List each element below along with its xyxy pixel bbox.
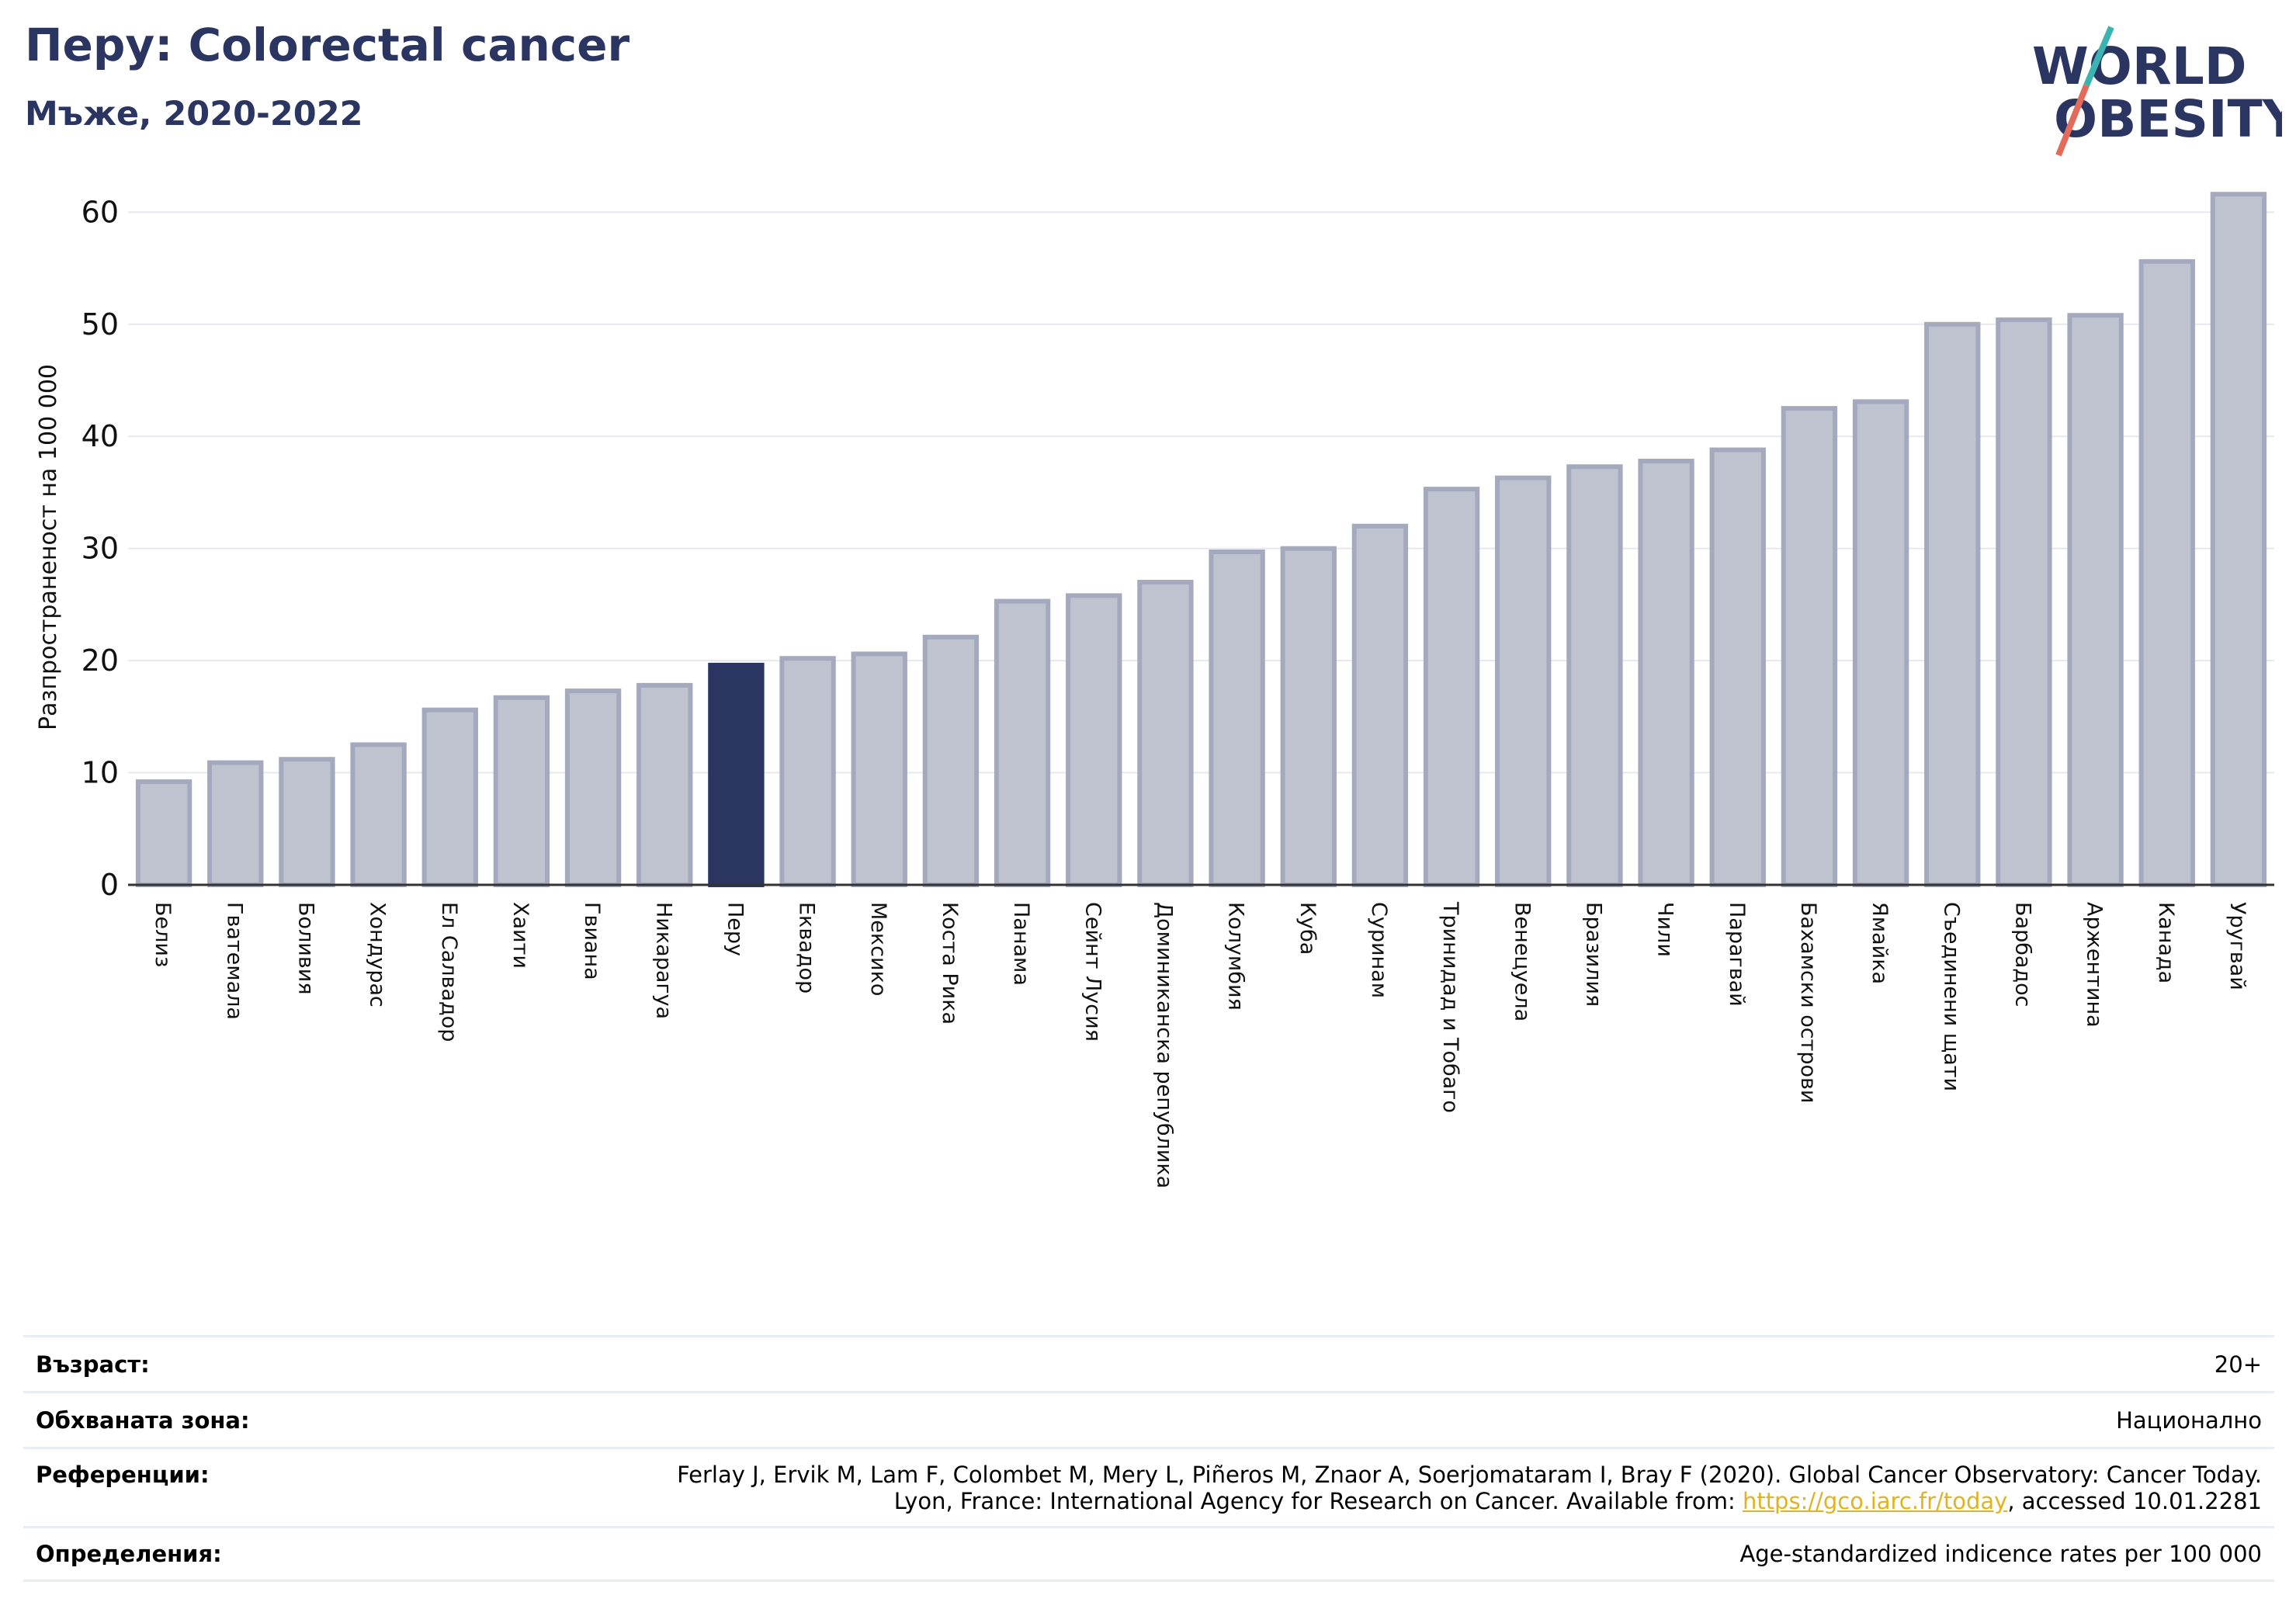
x-tick-label: Ел Салвадор xyxy=(437,902,461,1042)
footer-row-definitions: Определения: Age-standardized indicence … xyxy=(23,1526,2274,1582)
x-tick-label: Бразилия xyxy=(1581,902,1605,1007)
bar xyxy=(1781,406,1838,887)
footer-row-age: Възраст: 20+ xyxy=(23,1335,2274,1391)
chart-title: Перу: Colorectal cancer xyxy=(25,19,630,71)
bar xyxy=(207,760,264,887)
x-tick-label: Еквадор xyxy=(795,902,819,994)
y-tick-label: 10 xyxy=(82,756,119,790)
bar xyxy=(1495,475,1552,887)
x-tick-label: Колумбия xyxy=(1224,902,1248,1011)
bar xyxy=(994,598,1051,887)
logo-line2: OBESITY xyxy=(2054,89,2282,149)
x-tick-label: Аржентина xyxy=(2083,902,2107,1028)
x-tick-label: Бахамски острови xyxy=(1796,902,1820,1103)
logo-slash-top xyxy=(2083,26,2114,87)
bar xyxy=(1638,459,1694,887)
x-tick-label: Хондурас xyxy=(366,902,390,1007)
x-tick-label: Куба xyxy=(1295,902,1320,955)
x-tick-label: Суринам xyxy=(1367,902,1391,998)
x-tick-label: Коста Рика xyxy=(938,902,962,1025)
bar xyxy=(2138,258,2195,887)
x-tick-label: Гвиана xyxy=(580,902,604,980)
bar xyxy=(493,695,550,887)
footer-label-definitions: Определения: xyxy=(36,1541,222,1567)
x-tick-label: Венецуела xyxy=(1510,902,1534,1021)
footer-label-references: Референции: xyxy=(36,1462,210,1488)
footer-label-age: Възраст: xyxy=(36,1351,150,1378)
x-tick-label: Белиз xyxy=(151,902,175,967)
bar xyxy=(421,707,478,888)
footer-table: Възраст: 20+ Обхваната зона: Национално … xyxy=(23,1335,2274,1582)
reference-line1: Ferlay J, Ervik M, Lam F, Colombet M, Me… xyxy=(677,1462,2262,1488)
bar xyxy=(2210,192,2267,887)
bar xyxy=(1137,580,1194,887)
reference-line2-prefix: Lyon, France: International Agency for R… xyxy=(893,1488,1743,1514)
bar xyxy=(1996,317,2052,887)
logo-line1: WORLD xyxy=(2032,36,2247,96)
y-tick-label: 40 xyxy=(82,419,119,453)
x-tick-label: Гватемала xyxy=(222,902,246,1020)
bar-chart: 0 10 20 30 40 50 60 Белиз Гватемала Боливия Хонду… xyxy=(35,192,2274,1188)
y-axis-label: Разпространеност на 100 000 xyxy=(35,364,62,730)
bar xyxy=(922,634,980,887)
footer-label-coverage: Обхваната зона: xyxy=(36,1406,250,1434)
x-tick-label: Никарагуа xyxy=(651,902,675,1019)
footer-value-definitions: Age-standardized indicence rates per 100… xyxy=(1739,1541,2262,1567)
x-tick-label: Панама xyxy=(1009,902,1033,986)
bar xyxy=(1351,523,1409,887)
x-tick-label: Чили xyxy=(1653,902,1677,957)
x-axis-labels: Белиз Гватемала Боливия Хондурас Ел Салвадор… xyxy=(151,901,2249,1188)
bar xyxy=(2067,313,2124,887)
reference-line2-suffix: , accessed 10.01.2281 xyxy=(2007,1488,2262,1514)
y-tick-label: 30 xyxy=(82,532,119,566)
x-tick-label: Хаити xyxy=(508,902,532,969)
y-tick-label: 20 xyxy=(82,643,119,678)
bar xyxy=(350,742,407,888)
x-tick-label: Перу xyxy=(723,902,747,956)
bar xyxy=(1209,550,1265,887)
reference-link[interactable]: https://gco.iarc.fr/today xyxy=(1742,1488,2008,1514)
bar xyxy=(1066,593,1122,887)
bar xyxy=(1566,464,1623,887)
x-tick-label: Съединени щати xyxy=(1939,902,1963,1091)
bar xyxy=(279,757,335,887)
bar-highlight xyxy=(708,662,765,888)
x-tick-label: Доминиканска република xyxy=(1152,902,1176,1188)
bar xyxy=(1280,546,1337,888)
bar xyxy=(779,656,836,887)
bar xyxy=(636,682,693,888)
x-tick-label: Уругвай xyxy=(2225,902,2249,990)
x-tick-label: Мексико xyxy=(866,902,890,996)
y-tick-label: 60 xyxy=(82,195,119,229)
bar xyxy=(851,651,907,887)
x-tick-label: Ямайка xyxy=(1868,902,1892,984)
y-tick-label: 50 xyxy=(82,307,119,342)
footer-value-age: 20+ xyxy=(2214,1351,2262,1378)
x-tick-label: Сейнт Лусия xyxy=(1080,902,1105,1042)
footer-value-references: Ferlay J, Ervik M, Lam F, Colombet M, Me… xyxy=(677,1462,2262,1514)
chart-subtitle: Мъже, 2020-2022 xyxy=(25,95,363,134)
footer-row-coverage: Обхваната зона: Национално xyxy=(23,1391,2274,1447)
x-tick-label: Тринидад и Тобаго xyxy=(1438,901,1462,1113)
x-tick-label: Канада xyxy=(2154,902,2178,983)
bar xyxy=(1924,321,1981,887)
y-tick-label: 0 xyxy=(100,868,119,902)
x-tick-label: Барбадос xyxy=(2010,902,2034,1007)
footer-value-coverage: Национално xyxy=(2116,1406,2262,1434)
logo-slash-bottom xyxy=(2055,84,2090,157)
x-tick-label: Парагвай xyxy=(1725,902,1749,1007)
bar xyxy=(1423,487,1480,887)
bar xyxy=(564,688,622,887)
bar xyxy=(135,779,192,887)
bar xyxy=(1852,399,1909,887)
world-obesity-logo: WORLD OBESITY xyxy=(2032,26,2282,157)
x-tick-label: Боливия xyxy=(293,902,317,995)
bars xyxy=(135,192,2267,888)
bar xyxy=(1709,447,1766,887)
y-axis-ticks: 0 10 20 30 40 50 60 xyxy=(82,195,119,902)
footer-row-references: Референции: Ferlay J, Ervik M, Lam F, Co… xyxy=(23,1447,2274,1526)
